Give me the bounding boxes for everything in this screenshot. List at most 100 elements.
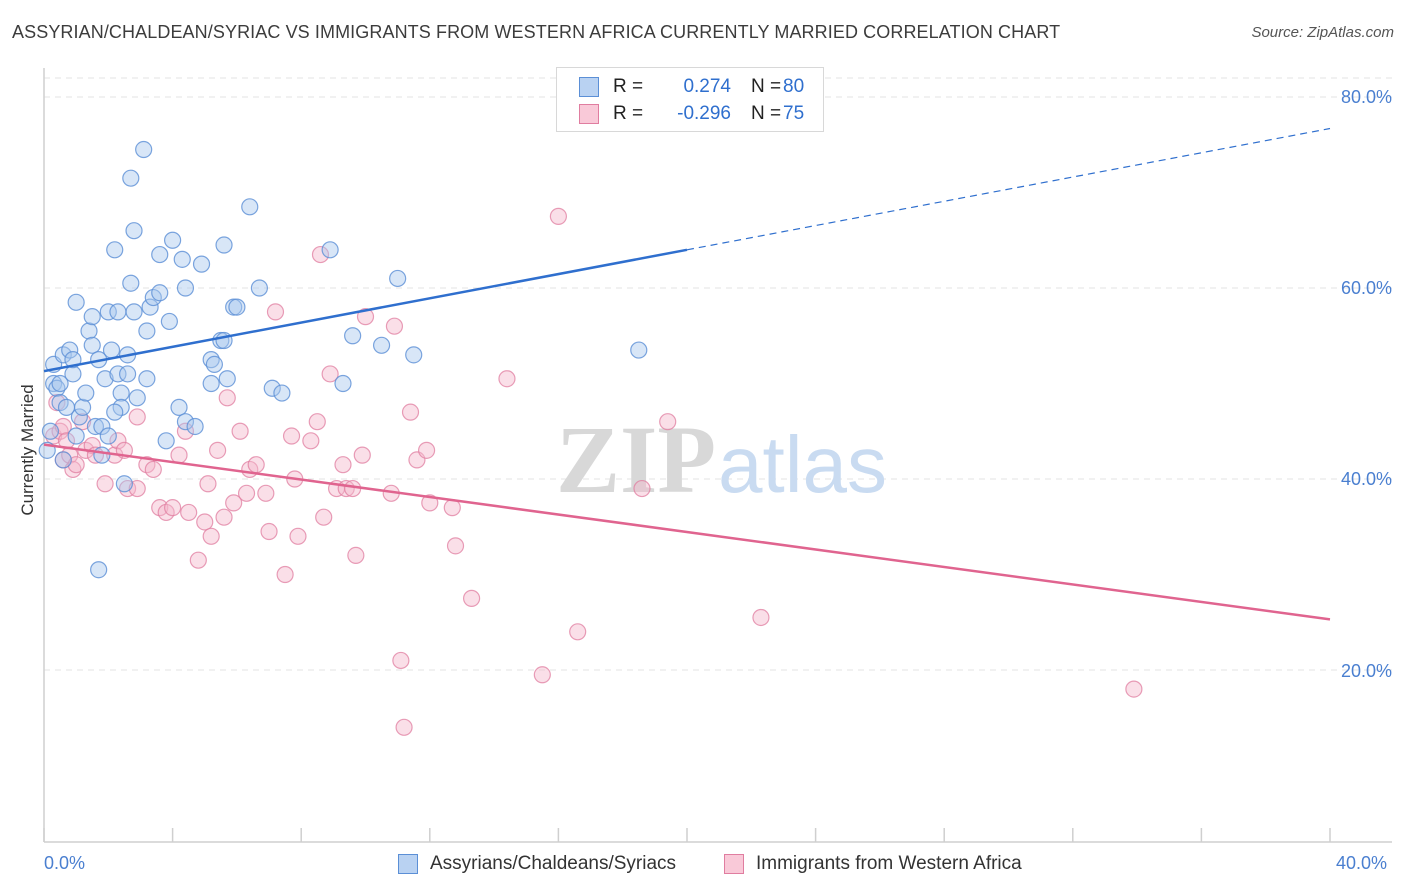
legend-r-value: 0.274	[683, 76, 731, 97]
data-point-western-africa	[237, 484, 256, 502]
data-point-assyrians	[80, 322, 98, 340]
legend-r-label: R =	[613, 76, 644, 97]
bottom-legend-label: Immigrants from Western Africa	[756, 853, 1022, 874]
axes	[43, 68, 1392, 843]
y-tick-label-40: 40.0%	[1340, 469, 1392, 489]
legend-n-value: 75	[783, 103, 805, 124]
data-point-assyrians	[135, 140, 153, 159]
data-point-western-africa	[533, 666, 551, 684]
y-tick-label-80: 80.0%	[1340, 87, 1392, 107]
data-point-western-africa	[218, 389, 236, 407]
x-tick-label-min: 0.0%	[44, 853, 86, 873]
source-label: Source: ZipAtlas.com	[1251, 24, 1394, 41]
data-point-assyrians	[241, 198, 259, 216]
data-point-western-africa	[289, 527, 307, 545]
data-point-assyrians	[112, 384, 130, 402]
data-point-assyrians	[128, 389, 146, 407]
data-point-western-africa	[282, 427, 301, 445]
data-point-assyrians	[96, 370, 114, 388]
data-point-western-africa	[549, 207, 568, 225]
data-point-western-africa	[401, 403, 420, 421]
data-point-western-africa	[302, 432, 320, 450]
bottom-legend-western-africa: Immigrants from Western Africa	[724, 853, 1022, 875]
legend-n-value: 80	[783, 76, 805, 97]
data-point-assyrians	[86, 417, 105, 436]
correlation-legend: R = 0.274 N = 80 R = -0.296 N = 75	[556, 67, 824, 132]
data-point-assyrians	[218, 370, 236, 388]
grid-lines	[44, 77, 1392, 671]
data-point-western-africa	[260, 522, 278, 541]
data-point-assyrians	[122, 169, 140, 187]
data-point-western-africa	[633, 479, 651, 498]
data-point-western-africa	[180, 503, 198, 522]
data-point-assyrians	[125, 303, 143, 321]
data-point-assyrians	[54, 451, 72, 469]
data-point-western-africa	[752, 608, 770, 627]
legend-row-western-africa: R = -0.296 N = 75	[579, 101, 804, 127]
data-point-assyrians	[73, 398, 92, 416]
data-point-assyrians	[192, 255, 211, 273]
data-point-western-africa	[308, 413, 326, 431]
data-point-western-africa	[118, 479, 137, 498]
data-point-assyrians	[389, 269, 407, 288]
data-point-western-africa	[144, 460, 162, 479]
data-point-western-africa	[417, 441, 436, 459]
data-point-western-africa	[659, 413, 677, 431]
data-point-western-africa	[498, 370, 516, 388]
bottom-legend-label: Assyrians/Chaldeans/Syriacs	[430, 853, 677, 874]
data-point-assyrians	[215, 236, 233, 254]
trend-lines	[43, 127, 1331, 621]
data-point-assyrians	[405, 346, 423, 364]
data-point-western-africa	[347, 546, 365, 565]
data-point-assyrians	[157, 432, 175, 450]
legend-n-label: N =	[751, 103, 782, 124]
legend-swatch-blue	[579, 77, 599, 97]
data-point-assyrians	[93, 446, 111, 464]
data-point-western-africa	[315, 508, 333, 526]
data-point-assyrians	[99, 303, 117, 321]
data-point-assyrians	[250, 279, 269, 297]
data-point-western-africa	[51, 422, 69, 440]
data-point-assyrians	[106, 403, 124, 421]
bottom-legend-swatch-pink	[724, 854, 744, 874]
data-point-western-africa	[128, 479, 146, 498]
data-point-assyrians	[630, 341, 648, 359]
data-point-assyrians	[99, 427, 117, 445]
data-point-assyrians	[263, 379, 281, 397]
data-point-western-africa	[462, 589, 481, 607]
data-point-western-africa	[225, 494, 243, 512]
data-point-assyrians	[115, 475, 133, 493]
data-point-assyrians	[77, 384, 95, 402]
data-point-assyrians	[118, 365, 137, 383]
data-point-western-africa	[231, 422, 249, 440]
data-point-assyrians	[151, 245, 169, 264]
data-point-western-africa	[392, 651, 410, 670]
data-point-assyrians	[125, 222, 143, 240]
data-point-western-africa	[164, 499, 182, 517]
data-point-western-africa	[73, 413, 92, 431]
watermark-zip: ZIP	[556, 406, 716, 513]
data-point-assyrians	[141, 298, 159, 316]
data-point-assyrians	[176, 413, 195, 431]
legend-row-assyrians: R = 0.274 N = 80	[579, 74, 804, 100]
legend-r-value: -0.296	[677, 103, 731, 124]
y-tick-label-20: 20.0%	[1340, 661, 1392, 681]
watermark: ZIP atlas	[556, 406, 887, 513]
data-point-western-africa	[321, 365, 339, 383]
data-point-western-africa	[1125, 680, 1143, 698]
bottom-legend-assyrians: Assyrians/Chaldeans/Syriacs	[398, 853, 676, 875]
data-point-assyrians	[228, 298, 246, 316]
data-point-western-africa	[170, 446, 188, 464]
data-point-western-africa	[196, 513, 214, 531]
data-point-assyrians	[45, 374, 63, 393]
data-point-western-africa	[385, 317, 404, 335]
data-point-assyrians	[202, 351, 220, 369]
data-point-assyrians	[102, 341, 121, 359]
data-point-western-africa	[353, 446, 371, 464]
data-point-assyrians	[321, 241, 339, 259]
data-point-assyrians	[273, 384, 291, 402]
data-point-western-africa	[67, 456, 85, 474]
data-point-assyrians	[109, 303, 127, 321]
data-point-western-africa	[96, 475, 114, 493]
